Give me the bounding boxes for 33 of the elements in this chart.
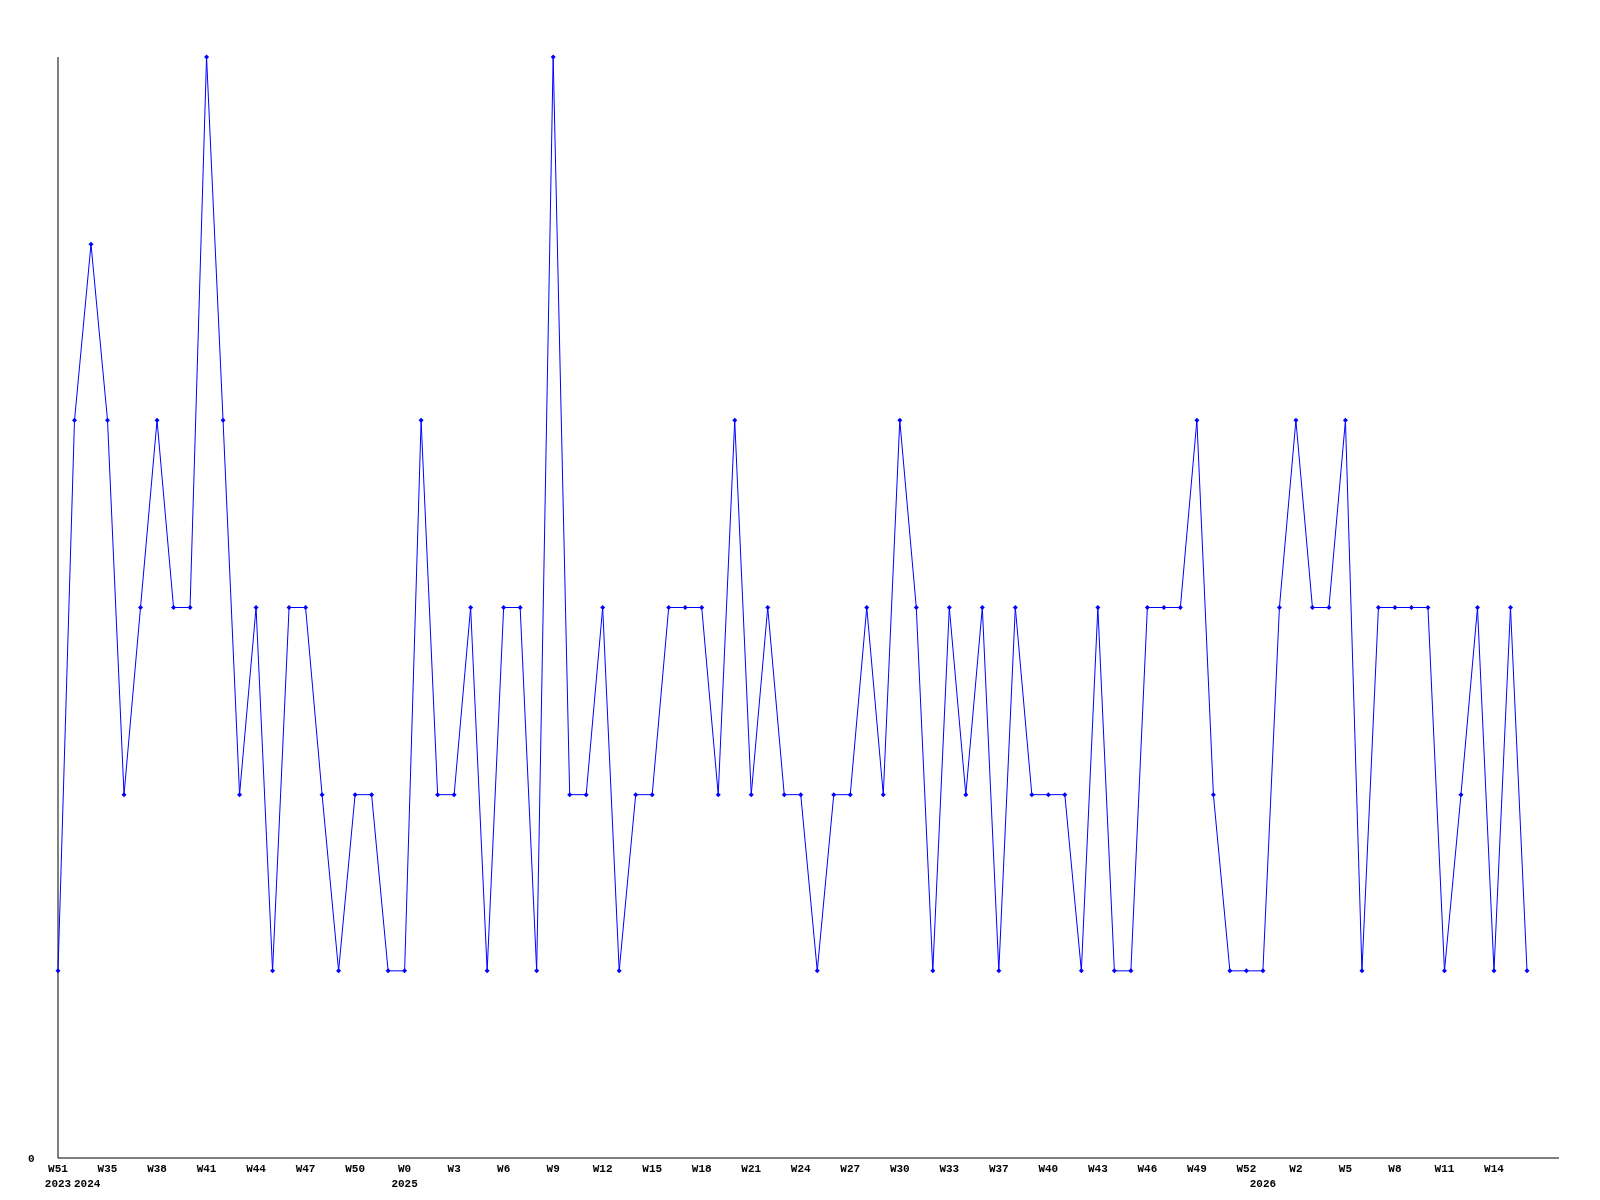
x-tick-label: W41 — [196, 1163, 217, 1175]
x-tick-label: W5 — [1338, 1163, 1353, 1175]
x-tick-label: 2026 — [1249, 1178, 1277, 1190]
x-tick-label: W33 — [939, 1163, 960, 1175]
x-tick-label: W6 — [497, 1163, 511, 1175]
x-tick-label: W49 — [1186, 1163, 1207, 1175]
text: 0 — [28, 1153, 35, 1165]
x-tick-label: W43 — [1087, 1163, 1109, 1175]
x-tick-label: W8 — [1388, 1163, 1402, 1175]
x-tick-label: W38 — [147, 1163, 168, 1175]
x-tick-label: W9 — [546, 1163, 560, 1175]
x-tick-label: W11 — [1434, 1163, 1455, 1175]
x-tick-label: W35 — [97, 1163, 118, 1175]
x-tick-label: W3 — [447, 1163, 462, 1175]
x-tick-label: W37 — [988, 1163, 1009, 1175]
x-tick-label: W44 — [246, 1163, 267, 1175]
x-tick-label: W18 — [691, 1163, 713, 1175]
x-tick-label: W27 — [840, 1163, 861, 1175]
x-tick-label: W51 2023 — [44, 1163, 72, 1190]
x-tick-label: W12 — [592, 1163, 613, 1175]
x-tick-label: W21 — [741, 1163, 762, 1175]
x-tick-label: W52 — [1236, 1163, 1257, 1175]
x-tick-label: W46 — [1137, 1163, 1158, 1175]
x-tick-label: W50 — [345, 1163, 366, 1175]
x-tick-label: W0 2025 — [391, 1163, 419, 1190]
x-tick-label: W14 — [1484, 1163, 1505, 1175]
text: 2024 — [74, 1178, 101, 1190]
x-tick-label: W24 — [790, 1163, 812, 1175]
x-tick-label: W15 — [642, 1163, 663, 1175]
x-tick-label: W30 — [889, 1163, 910, 1175]
x-tick-label: W47 — [295, 1163, 316, 1175]
x-tick-label: W2 — [1289, 1163, 1303, 1175]
x-tick-label: W40 — [1038, 1163, 1059, 1175]
